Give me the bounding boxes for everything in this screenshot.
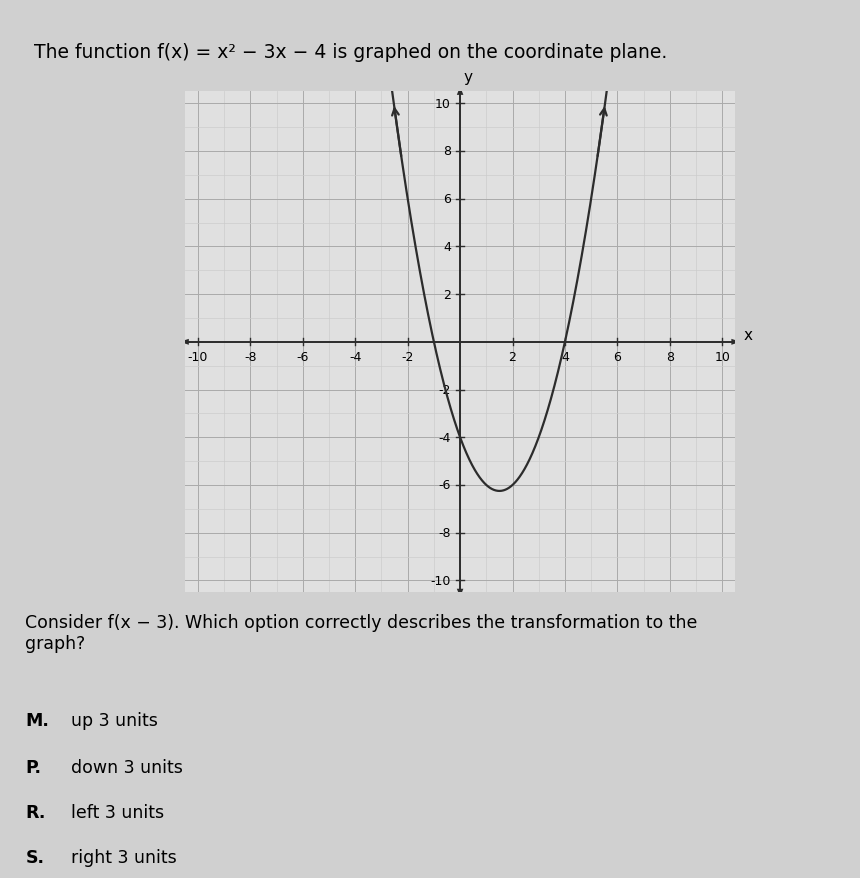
Text: -6: -6 [297, 350, 309, 363]
Text: 6: 6 [613, 350, 621, 363]
Text: -2: -2 [439, 384, 451, 397]
Text: Consider f(x − 3). Which option correctly describes the transformation to the
gr: Consider f(x − 3). Which option correctl… [26, 614, 697, 652]
Text: -8: -8 [439, 527, 451, 540]
Text: -4: -4 [439, 431, 451, 444]
Text: y: y [464, 70, 472, 85]
Text: right 3 units: right 3 units [71, 848, 176, 866]
Text: The function f(x) = x² − 3x − 4 is graphed on the coordinate plane.: The function f(x) = x² − 3x − 4 is graph… [34, 43, 667, 62]
Text: 6: 6 [443, 193, 451, 206]
FancyArrow shape [457, 88, 464, 109]
Text: -6: -6 [439, 479, 451, 492]
Text: R.: R. [26, 803, 46, 821]
Text: -4: -4 [349, 350, 361, 363]
FancyArrow shape [457, 576, 464, 597]
Text: 8: 8 [443, 145, 451, 158]
Text: up 3 units: up 3 units [71, 711, 157, 729]
Text: -10: -10 [431, 574, 451, 587]
FancyArrow shape [180, 340, 203, 345]
Text: -2: -2 [402, 350, 414, 363]
Text: M.: M. [26, 711, 49, 729]
Text: 4: 4 [443, 241, 451, 254]
Text: 10: 10 [435, 97, 451, 111]
Text: S.: S. [26, 848, 45, 866]
Text: -10: -10 [187, 350, 208, 363]
Text: 2: 2 [443, 288, 451, 301]
Text: 8: 8 [666, 350, 673, 363]
Text: P.: P. [26, 759, 41, 776]
Text: 4: 4 [561, 350, 568, 363]
Text: left 3 units: left 3 units [71, 803, 164, 821]
Text: x: x [743, 327, 752, 342]
Text: -8: -8 [244, 350, 256, 363]
Text: down 3 units: down 3 units [71, 759, 182, 776]
FancyArrow shape [717, 340, 740, 345]
Text: 2: 2 [508, 350, 517, 363]
Text: 10: 10 [715, 350, 730, 363]
